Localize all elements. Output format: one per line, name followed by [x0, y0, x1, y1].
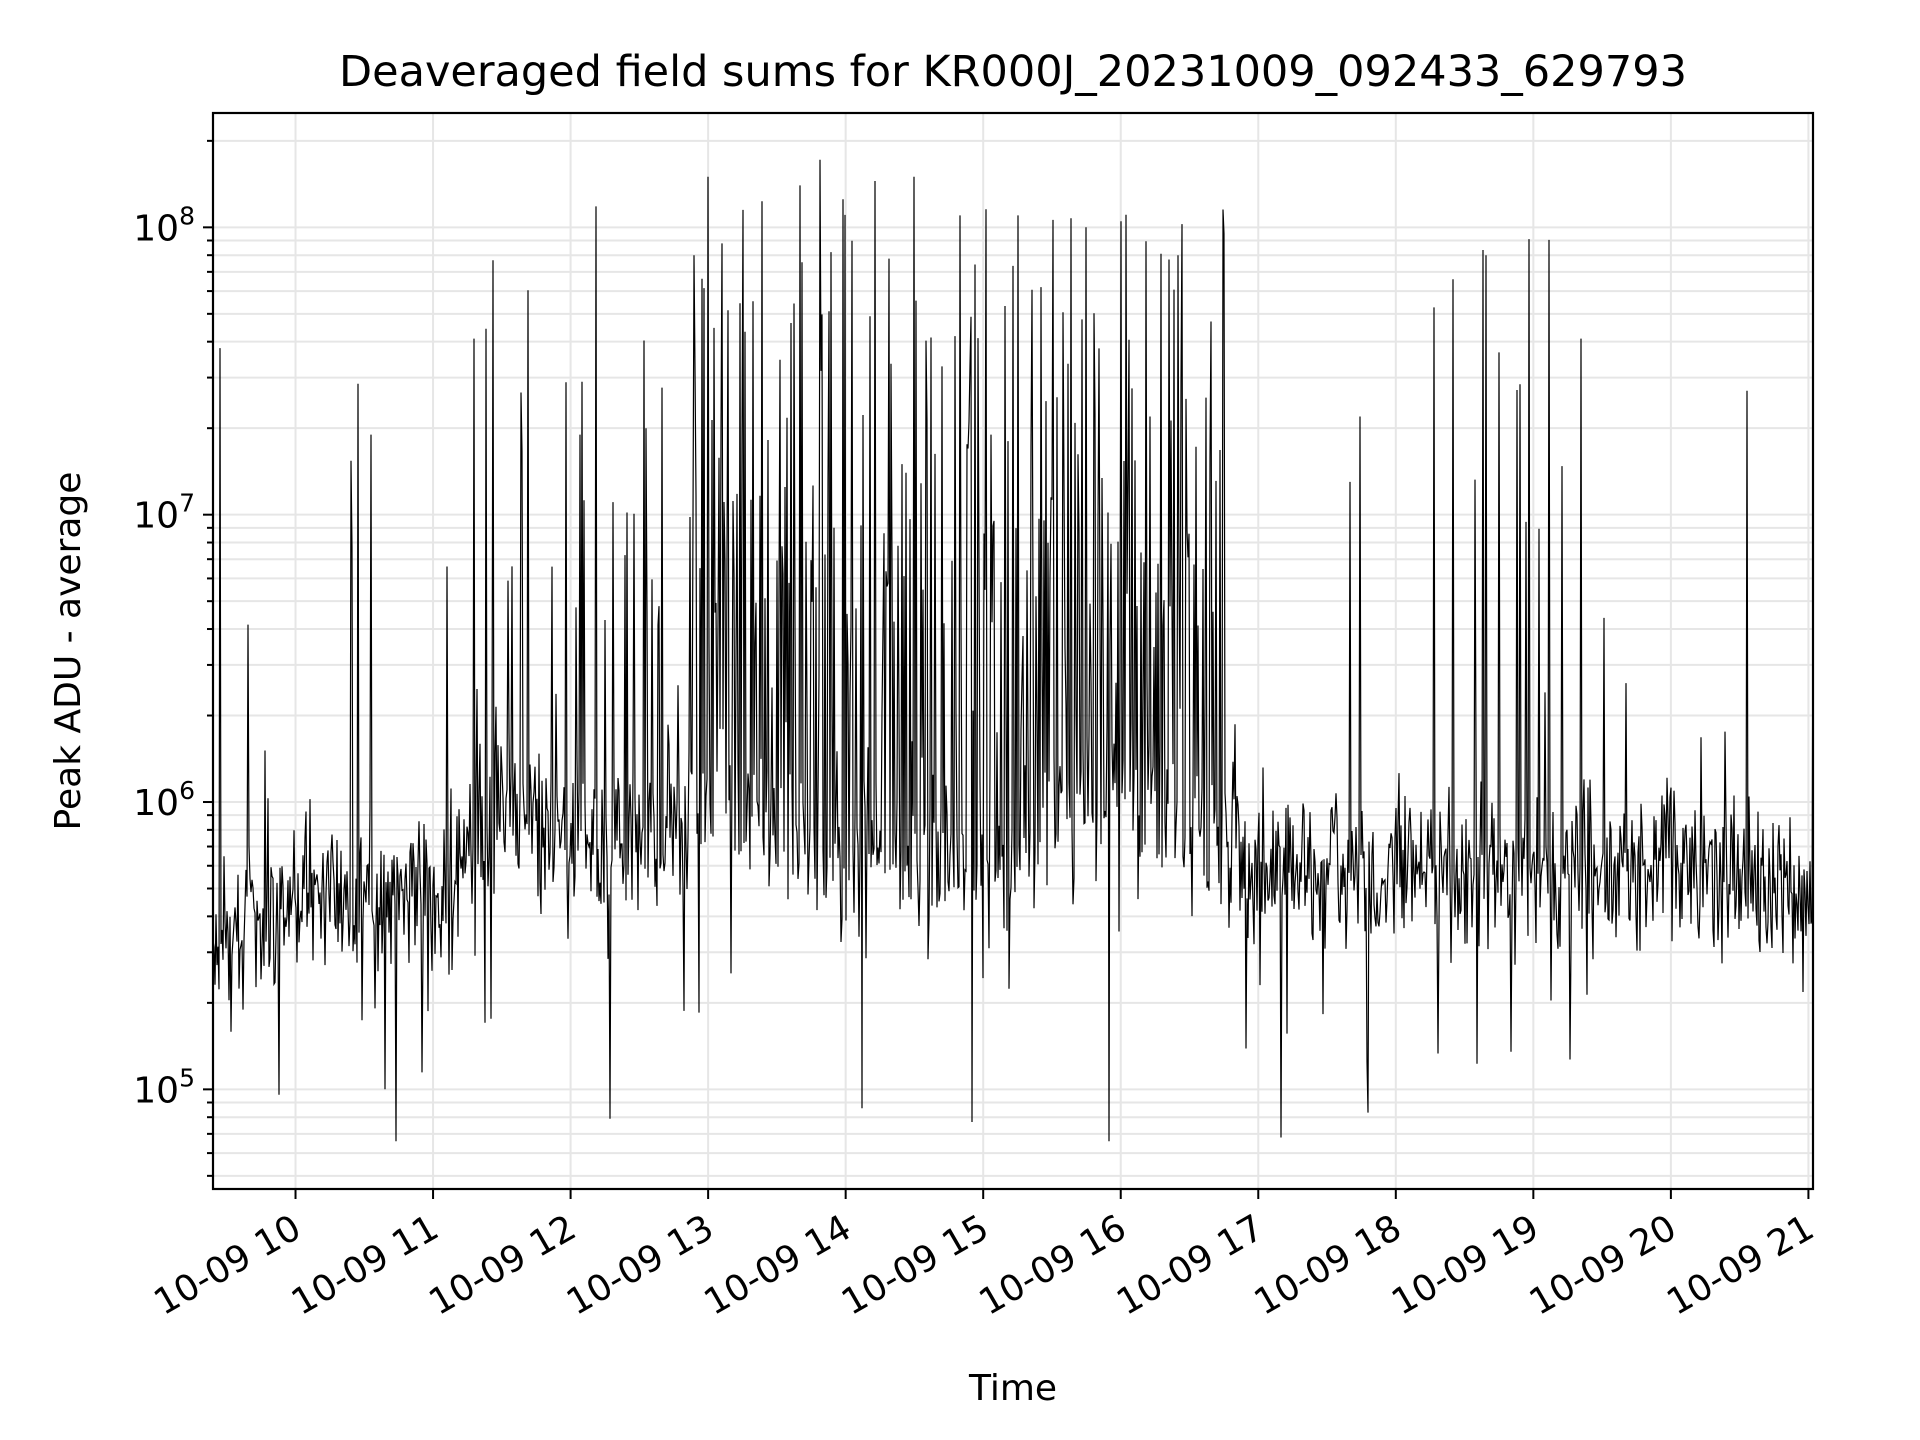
x-tick-label: 10-09 11	[285, 1207, 446, 1323]
x-tick-label: 10-09 14	[697, 1207, 858, 1323]
plot-frame	[211, 111, 1815, 1191]
x-axis-title: Time	[968, 1368, 1057, 1409]
series-layer	[212, 159, 1814, 1142]
x-tick-label: 10-09 18	[1248, 1207, 1409, 1323]
x-tick-label: 10-09 20	[1523, 1207, 1684, 1323]
y-tick-label: 105	[133, 1063, 195, 1111]
series-line	[212, 159, 1814, 1142]
x-tick-label: 10-09 21	[1660, 1207, 1821, 1323]
y-tick-label: 107	[133, 489, 195, 537]
y-axis: 105 106 107 108	[133, 139, 213, 1177]
x-tick-label: 10-09 12	[422, 1207, 583, 1323]
chart-title: Deaveraged field sums for KR000J_2023100…	[339, 47, 1687, 97]
x-tick-label: 10-09 16	[973, 1207, 1134, 1323]
y-tick-label: 106	[133, 776, 195, 824]
y-axis-title: Peak ADU - average	[48, 472, 89, 831]
x-tick-label: 10-09 19	[1385, 1207, 1546, 1323]
x-tick-label: 10-09 17	[1110, 1207, 1271, 1323]
x-tick-label: 10-09 15	[835, 1207, 996, 1323]
y-tick-label: 108	[133, 201, 195, 249]
x-tick-label: 10-09 13	[560, 1207, 721, 1323]
x-tick-label: 10-09 10	[147, 1207, 308, 1323]
